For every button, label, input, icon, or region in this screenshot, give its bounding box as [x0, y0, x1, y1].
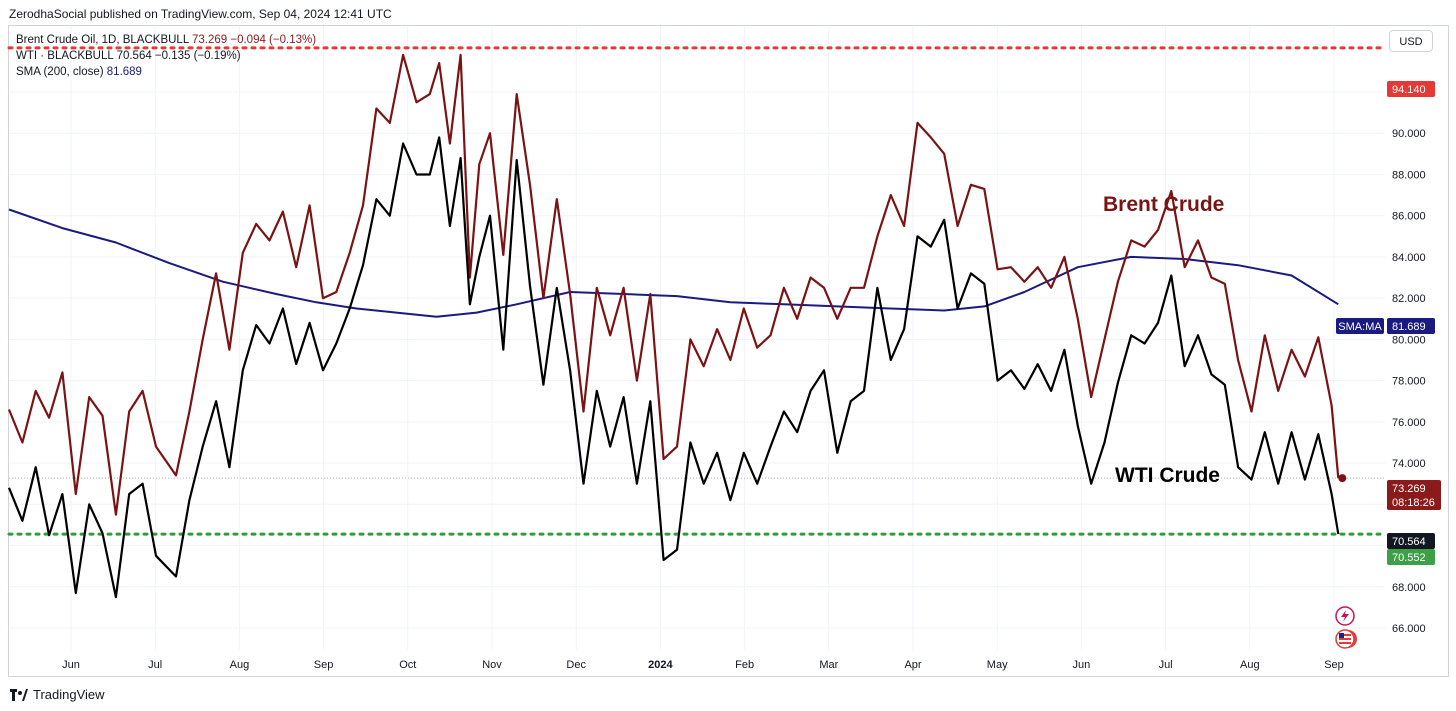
x-tick-label: Sep — [314, 659, 334, 671]
brent-last-dot — [1338, 474, 1347, 483]
y-tick-label: 86.000 — [1392, 211, 1426, 223]
chart-legend: Brent Crude Oil, 1D, BLACKBULL 73.269 −0… — [16, 32, 316, 80]
legend-sma[interactable]: SMA (200, close) 81.689 — [16, 64, 316, 80]
y-tick-label: 68.000 — [1392, 582, 1426, 594]
y-tick-label: 66.000 — [1392, 623, 1426, 635]
x-tick-label: Jun — [62, 659, 80, 671]
sma-name-tag — [1336, 318, 1384, 334]
level-lines — [7, 46, 1386, 536]
x-tick-label: Feb — [735, 659, 754, 671]
footer-brand: TradingView — [33, 687, 105, 702]
sma-series-line — [8, 208, 1339, 318]
lightning-icon[interactable] — [1335, 606, 1355, 626]
footer: TradingView — [10, 687, 105, 702]
x-tick-label: Aug — [1240, 659, 1260, 671]
x-tick-label: Dec — [566, 659, 586, 671]
sma-price-label: 81.689 — [1392, 321, 1426, 333]
x-axis: Jun Jul Aug Sep Oct Nov Dec 2024 Feb Mar Apr May Jun… — [62, 659, 1344, 671]
legend-wti-name: WTI · BLACKBULL — [16, 50, 114, 62]
legend-brent-name: Brent Crude Oil, 1D, BLACKBULL — [16, 34, 189, 46]
y-tick-label: 76.000 — [1392, 417, 1426, 429]
brent-annotation: Brent Crude — [1103, 193, 1224, 216]
x-tick-label: 2024 — [648, 659, 673, 671]
wti-series-line — [7, 136, 1340, 599]
legend-wti-values: 70.564 −0.135 (−0.19%) — [116, 50, 241, 62]
high-price-label: 94.140 — [1392, 84, 1426, 96]
x-tick-label: Jul — [1159, 659, 1173, 671]
y-tick-label: 82.000 — [1392, 293, 1426, 305]
corner-icons — [1335, 606, 1357, 649]
annotations: Brent Crude WTI Crude — [1103, 193, 1224, 487]
legend-sma-value: 81.689 — [106, 66, 142, 78]
x-tick-label: Sep — [1324, 659, 1344, 671]
brent-price-label: 73.269 — [1392, 483, 1426, 495]
brent-series-line — [7, 53, 1340, 516]
x-tick-label: Mar — [819, 659, 838, 671]
x-tick-label: Jun — [1073, 659, 1091, 671]
x-tick-label: Aug — [230, 659, 250, 671]
y-tick-label: 90.000 — [1392, 128, 1426, 140]
bar-countdown-label: 08:18:26 — [1392, 497, 1435, 509]
y-tick-label: 84.000 — [1392, 252, 1426, 264]
publisher-line: ZerodhaSocial published on TradingView.c… — [9, 7, 392, 21]
wti-annotation: WTI Crude — [1115, 464, 1220, 487]
low-price-tag — [1387, 549, 1435, 565]
y-tick-label: 88.000 — [1392, 169, 1426, 181]
us-flag-icon[interactable] — [1335, 629, 1357, 649]
low-price-label: 70.552 — [1392, 552, 1426, 564]
legend-brent-values: 73.269 −0.094 (−0.13%) — [192, 34, 317, 46]
legend-sma-name: SMA (200, close) — [16, 66, 104, 78]
wti-price-tag — [1387, 533, 1435, 549]
legend-brent[interactable]: Brent Crude Oil, 1D, BLACKBULL 73.269 −0… — [16, 32, 316, 48]
chart-grid — [9, 26, 1385, 650]
x-tick-label: Apr — [904, 659, 921, 671]
x-tick-label: Oct — [399, 659, 416, 671]
sma-price-tag — [1387, 318, 1435, 334]
brent-price-tag — [1387, 480, 1441, 510]
y-tick-label: 74.000 — [1392, 458, 1426, 470]
y-tick-label: 78.000 — [1392, 376, 1426, 388]
x-tick-label: Jul — [148, 659, 162, 671]
sma-name-label: SMA:MA — [1338, 321, 1382, 333]
x-tick-label: May — [987, 659, 1008, 671]
tradingview-logo-icon — [10, 688, 28, 701]
currency-button[interactable]: USD — [1389, 30, 1433, 52]
chart-pane[interactable] — [8, 25, 1449, 677]
wti-price-label: 70.564 — [1392, 536, 1426, 548]
high-price-tag — [1387, 81, 1435, 97]
legend-wti[interactable]: WTI · BLACKBULL 70.564 −0.135 (−0.19%) — [16, 48, 316, 64]
price-labels: 94.140 SMA:MA 81.689 73.269 08:18:26 70.564 70… — [1336, 81, 1441, 565]
series-lines — [7, 53, 1347, 599]
x-tick-label: Nov — [482, 659, 502, 671]
y-tick-label: 80.000 — [1392, 334, 1426, 346]
